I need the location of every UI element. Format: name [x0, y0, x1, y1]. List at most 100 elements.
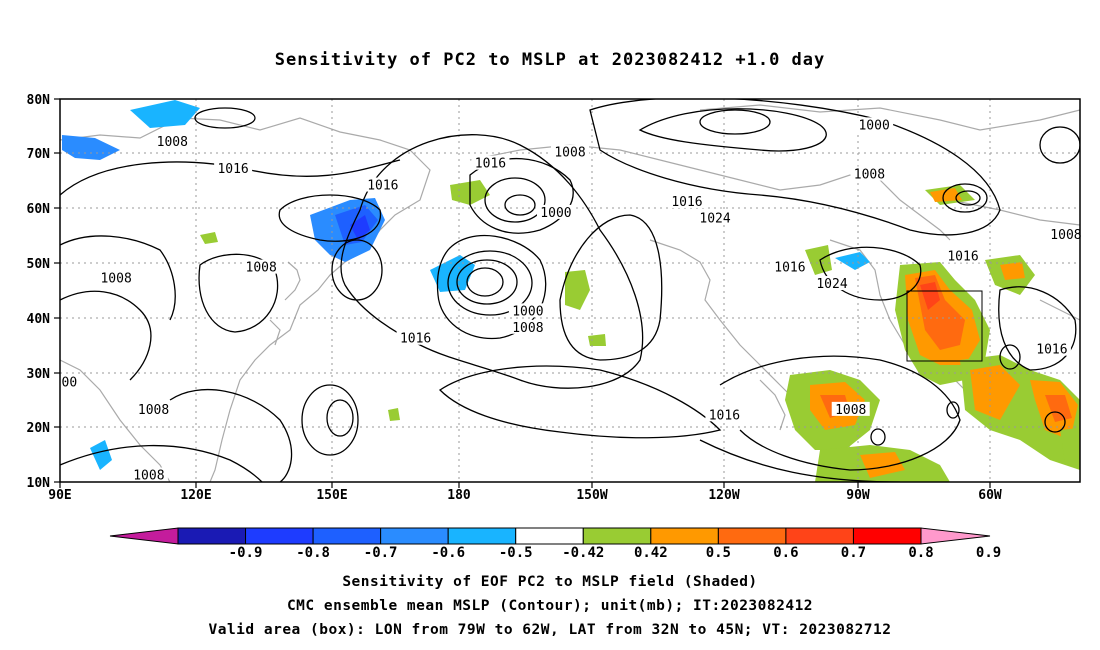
contour-label-bg — [855, 117, 894, 132]
colorbar-swatch — [312, 527, 382, 545]
contour-label-bg — [153, 133, 192, 148]
colorbar-label: 0.6 — [773, 545, 798, 561]
contour-label-bg — [97, 270, 136, 285]
contour-label: 1000 — [540, 206, 571, 221]
contour-label: 1016 — [1036, 343, 1067, 358]
contour-label-bg — [536, 204, 575, 219]
contour-label: 1008 — [835, 403, 866, 418]
map-title: Sensitivity of PC2 to MSLP at 2023082412… — [274, 50, 826, 70]
caption-line-1: Sensitivity of EOF PC2 to MSLP field (Sh… — [342, 574, 758, 590]
contour-label-bg — [551, 144, 589, 159]
contour-label: 1016 — [947, 250, 978, 265]
contour-label-bg — [129, 467, 168, 482]
contour-label: 1008 — [157, 135, 188, 150]
lat-label-80n: 80N — [27, 93, 51, 108]
colorbar-swatch — [785, 527, 854, 545]
lat-label-30n: 30N — [27, 367, 51, 382]
caption-line-3: Valid area (box): LON from 79W to 62W, L… — [208, 622, 892, 638]
graticule — [60, 99, 1080, 482]
colorbar-label: 0.8 — [908, 545, 933, 561]
colorbar-swatch — [852, 527, 922, 545]
lon-label-90w: 90W — [846, 488, 870, 503]
contour-labels: 1008101610161016100810001016102410001008… — [58, 117, 1085, 484]
contour-label: 1024 — [816, 277, 847, 292]
contour-label-bg — [813, 276, 852, 291]
contour-label-bg — [770, 259, 809, 274]
contour-label: 1008 — [554, 146, 585, 161]
contour-label: 1016 — [774, 261, 805, 276]
lat-label-60n: 60N — [27, 202, 51, 217]
map-frame — [59, 98, 1081, 483]
colorbar-swatch — [447, 527, 517, 545]
contour-label-bg — [508, 303, 547, 318]
lat-label-10n: 10N — [27, 476, 51, 491]
colorbar-label: -0.8 — [296, 545, 330, 561]
lat-label-50n: 50N — [27, 257, 51, 272]
lon-label-120e: 120E — [180, 488, 211, 503]
colorbar-swatch — [650, 527, 719, 545]
colorbar-label: 0.5 — [706, 545, 731, 561]
colorbar-min-arrow — [109, 527, 179, 545]
colorbar-swatch — [380, 527, 449, 545]
colorbar-swatch — [717, 527, 787, 545]
caption-line-2: CMC ensemble mean MSLP (Contour); unit(m… — [286, 598, 814, 614]
colorbar-label: 0.7 — [841, 545, 866, 561]
contour-label-bg — [850, 166, 889, 181]
lon-label-90e: 90E — [48, 488, 71, 503]
contour-label: 1016 — [671, 195, 702, 210]
lon-label-180: 180 — [447, 488, 471, 503]
valid-area-box — [906, 290, 983, 362]
contour-label: 1016 — [217, 162, 248, 177]
contour-label-bg — [667, 193, 706, 208]
lat-label-20n: 20N — [27, 421, 51, 436]
contour-label-bg — [1046, 226, 1085, 241]
contour-label: 1008 — [246, 261, 277, 276]
contour-label: 1008 — [854, 168, 885, 183]
colorbar-swatch — [582, 527, 652, 545]
sensitivity-shading — [62, 100, 1080, 482]
contour-label: 00 — [62, 376, 78, 391]
contour-label: 1008 — [138, 403, 169, 418]
colorbar-max-arrow — [920, 527, 991, 545]
contour-label: 1008 — [1050, 228, 1081, 243]
colorbar-label: -0.9 — [229, 545, 263, 561]
contour-label-bg — [508, 319, 547, 334]
colorbar-label: 0.9 — [976, 545, 1001, 561]
lon-label-150e: 150E — [316, 488, 347, 503]
colorbar-label: -0.42 — [562, 545, 604, 561]
contour-label: 1016 — [400, 332, 431, 347]
colorbar-labels: -0.9 -0.8 -0.7 -0.6 -0.5 -0.42 0.42 0.5 0.6 0.7 0.… — [229, 545, 1002, 561]
contour-label: 1000 — [858, 118, 889, 133]
contour-label-bg — [705, 407, 744, 422]
colorbar-swatch — [177, 527, 247, 545]
contour-label-bg — [944, 248, 983, 263]
contour-label-bg — [134, 401, 173, 416]
lon-label-150w: 150W — [576, 488, 607, 503]
axis-ticks — [54, 98, 991, 488]
colorbar-swatch — [245, 527, 314, 545]
colorbar — [109, 527, 991, 545]
contour-label-bg — [363, 177, 402, 192]
contour-label: 1024 — [699, 211, 730, 226]
colorbar-label: 0.42 — [634, 545, 668, 561]
contour-label: 1008 — [133, 469, 164, 484]
lon-label-120w: 120W — [708, 488, 739, 503]
contour-label: 1008 — [100, 272, 131, 287]
contour-label: 1016 — [475, 157, 506, 172]
colorbar-label: -0.5 — [499, 545, 533, 561]
colorbar-label: -0.6 — [431, 545, 465, 561]
lat-label-40n: 40N — [27, 312, 51, 327]
contour-label-bg — [696, 210, 735, 225]
contour-label-bg — [831, 401, 870, 416]
contour-label-bg — [396, 330, 435, 345]
contour-label: 1016 — [709, 408, 740, 423]
contour-label-bg — [214, 161, 253, 176]
contour-label-bg — [471, 155, 510, 170]
contour-label: 1008 — [512, 321, 543, 336]
colorbar-swatch — [515, 527, 584, 545]
contour-label: 1016 — [367, 179, 398, 194]
contour-label: 1000 — [512, 304, 543, 319]
lat-label-70n: 70N — [27, 147, 51, 162]
contour-label-bg — [58, 374, 80, 389]
